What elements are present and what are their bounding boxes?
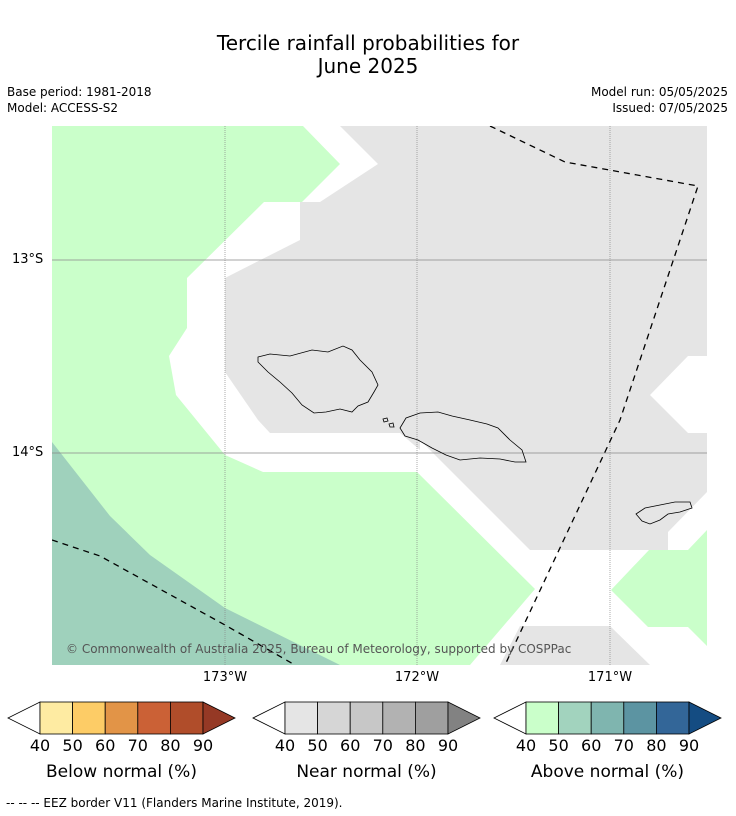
colorbar-0-tick: 90 [192, 736, 214, 755]
colorbar-0-extend-high [202, 701, 236, 735]
colorbar-2-tick: 50 [548, 736, 569, 755]
lat-label-14s: 14°S [12, 445, 44, 460]
colorbar-2-tick: 60 [581, 736, 602, 755]
colorbar-0-tick: 80 [160, 736, 181, 755]
colorbar-2-bin-3 [590, 701, 625, 735]
colorbar-1-extend-low [252, 701, 286, 735]
colorbar-2-extend-high [688, 701, 722, 735]
above-normal-50-region [52, 442, 340, 665]
map-title-line1: Tercile rainfall probabilities for [216, 31, 520, 55]
lon-label-171w: 171°W [587, 670, 633, 685]
colorbars [7, 701, 722, 735]
eez-footnote: -- -- -- EEZ border V11 (Flanders Marine… [6, 796, 343, 810]
colorbar-1-tick: 50 [307, 736, 328, 755]
colorbar-0-bin-4 [137, 701, 171, 735]
colorbar-1-bin-4 [382, 701, 416, 735]
colorbar-0-bin-5 [169, 701, 204, 735]
colorbar-1-tick: 60 [340, 736, 361, 755]
colorbar-2-title: Above normal (%) [530, 762, 685, 782]
colorbar-1-tick: 40 [274, 736, 296, 755]
base-period: Base period: 1981-2018 [7, 85, 152, 99]
colorbar-0-bin-3 [104, 701, 139, 735]
lon-label-172w: 172°W [394, 670, 440, 685]
colorbar-0-bin-1 [39, 701, 73, 735]
colorbar-1-extend-high [447, 701, 481, 735]
near-normal-region-south [500, 626, 650, 665]
colorbar-1-bin-3 [349, 701, 384, 735]
colorbar-1-title: Near normal (%) [296, 762, 437, 782]
above-normal-region-west [52, 126, 535, 665]
issued-date: Issued: 07/05/2025 [612, 101, 728, 115]
colorbar-1-tick: 90 [437, 736, 459, 755]
above-normal-region-east [611, 530, 707, 646]
colorbar-1-bin-2 [317, 701, 351, 735]
colorbar-0-tick: 50 [62, 736, 83, 755]
upolu-island [399, 411, 527, 463]
colorbar-2-extend-low [493, 701, 527, 735]
colorbar-2-bin-2 [558, 701, 592, 735]
colorbar-2-tick: 80 [646, 736, 667, 755]
colorbar-0-title: Below normal (%) [46, 762, 197, 782]
colorbar-0-tick: 60 [95, 736, 116, 755]
colorbar-1-tick: 70 [372, 736, 393, 755]
manono-apolima-islets [382, 417, 395, 428]
colorbar-0-tick: 40 [29, 736, 51, 755]
tutuila-island [635, 501, 693, 525]
colorbar-1-bin-5 [414, 701, 449, 735]
graticule [52, 126, 707, 665]
colorbar-2-bin-1 [525, 701, 559, 735]
colorbar-2-tick: 90 [678, 736, 700, 755]
colorbar-2-tick: 70 [613, 736, 634, 755]
lon-label-173w: 173°W [202, 670, 248, 685]
colorbar-2-tick: 40 [515, 736, 537, 755]
model-run: Model run: 05/05/2025 [590, 85, 728, 99]
colorbar-0-extend-low [7, 701, 41, 735]
colorbar-1-bin-1 [284, 701, 318, 735]
map-title-line2: June 2025 [317, 54, 419, 78]
colorbar-2-bin-5 [656, 701, 690, 735]
colorbar-2-bin-4 [623, 701, 657, 735]
copyright-notice: © Commonwealth of Australia 2025, Bureau… [66, 642, 572, 656]
colorbar-0-bin-2 [72, 701, 106, 735]
eez-border-east [489, 126, 699, 665]
lat-label-13s: 13°S [12, 252, 44, 267]
colorbar-0-tick: 70 [127, 736, 148, 755]
colorbar-1-tick: 80 [405, 736, 426, 755]
savaii-island [257, 345, 379, 414]
model-name: Model: ACCESS-S2 [7, 101, 119, 115]
eez-border-south [52, 539, 296, 665]
near-normal-region [225, 126, 707, 550]
probability-regions [52, 126, 707, 665]
